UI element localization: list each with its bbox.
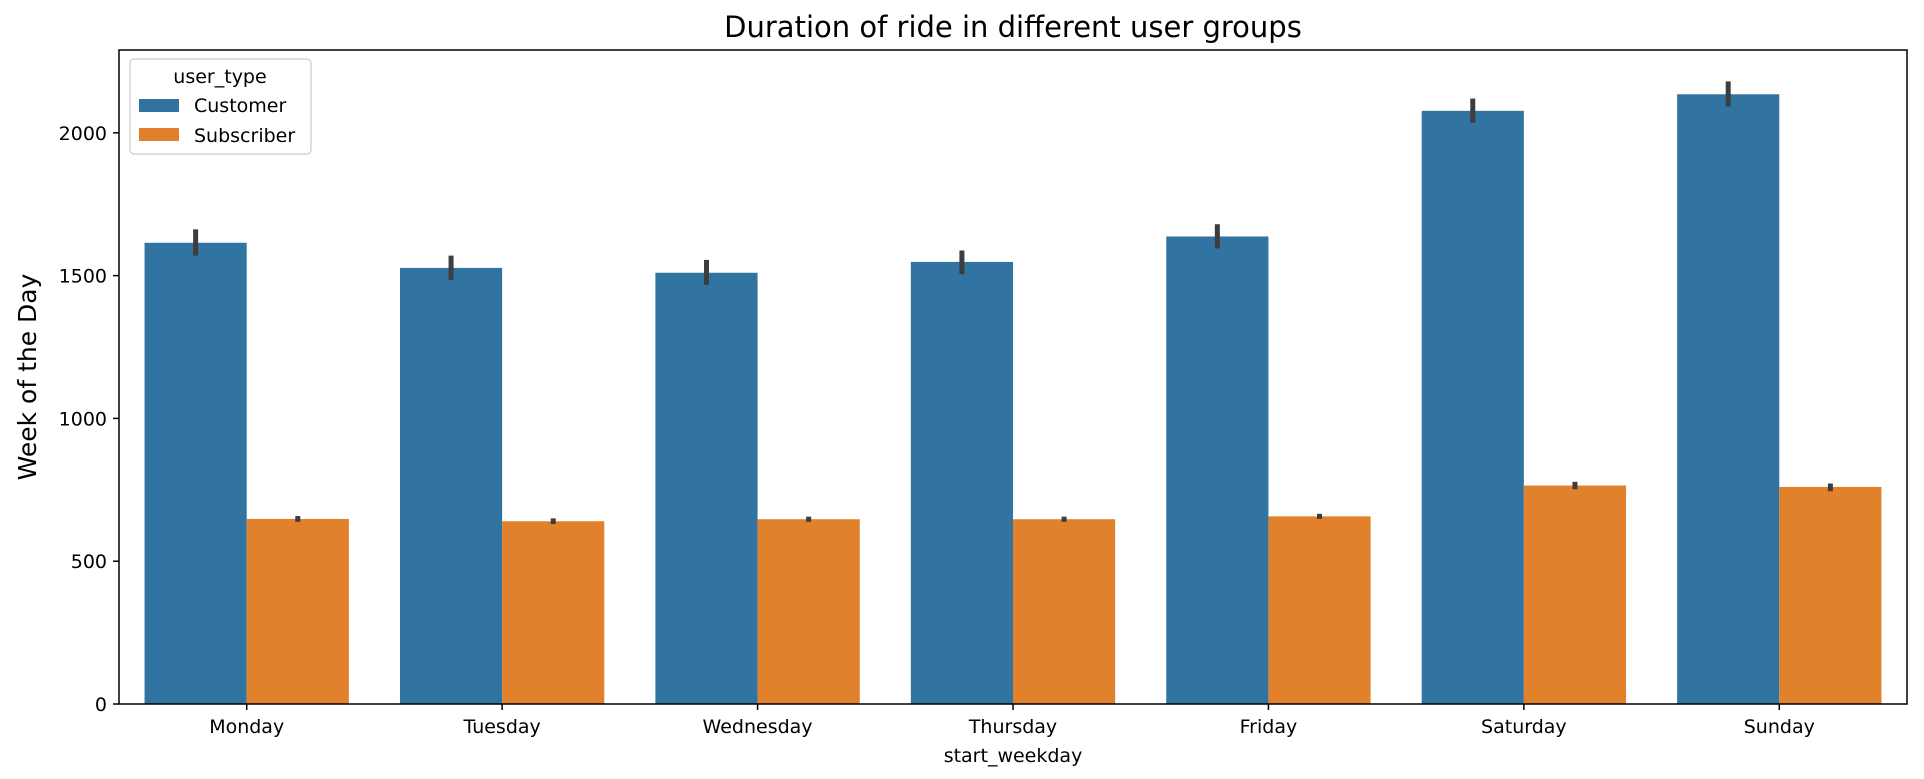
bar-customer-monday bbox=[144, 242, 247, 704]
chart-title: Duration of ride in different user group… bbox=[724, 10, 1302, 44]
x-axis: Monday Tuesday Wednesday Thursday Friday Satu… bbox=[209, 704, 1815, 738]
x-tick-label: Sunday bbox=[1744, 716, 1815, 738]
legend-swatch-subscriber bbox=[139, 128, 179, 141]
y-axis-label: Week of the Day bbox=[13, 273, 42, 480]
y-tick-label: 1500 bbox=[59, 266, 107, 288]
x-tick-label: Thursday bbox=[968, 716, 1057, 738]
y-tick-label: 500 bbox=[71, 551, 107, 573]
bar-subscriber-tuesday bbox=[502, 521, 605, 704]
x-tick-label: Tuesday bbox=[462, 716, 540, 738]
x-axis-label: start_weekday bbox=[944, 745, 1083, 767]
legend-title: user_type bbox=[173, 66, 266, 88]
legend-label-customer: Customer bbox=[194, 95, 286, 117]
bar-customer-tuesday bbox=[399, 267, 503, 704]
bar-customer-saturday bbox=[1421, 110, 1524, 704]
bar-subscriber-monday bbox=[246, 518, 349, 704]
legend-label-subscriber: Subscriber bbox=[194, 125, 295, 147]
legend: user_type Customer Subscriber bbox=[129, 58, 312, 155]
bar-subscriber-sunday bbox=[1779, 486, 1882, 704]
bars-group bbox=[144, 94, 1882, 705]
error-bars-group bbox=[193, 81, 1833, 525]
bar-customer-wednesday bbox=[655, 272, 758, 704]
bar-customer-sunday bbox=[1677, 94, 1780, 704]
y-tick-label: 2000 bbox=[59, 123, 107, 145]
bar-customer-friday bbox=[1166, 236, 1269, 705]
x-tick-label: Friday bbox=[1240, 716, 1298, 738]
bar-subscriber-friday bbox=[1268, 516, 1371, 704]
y-tick-label: 0 bbox=[95, 694, 107, 716]
x-tick-label: Wednesday bbox=[703, 716, 813, 738]
legend-swatch-customer bbox=[139, 99, 179, 112]
y-axis: 0 500 1000 1500 2000 bbox=[59, 123, 119, 716]
x-tick-label: Saturday bbox=[1481, 716, 1567, 738]
x-tick-label: Monday bbox=[209, 716, 284, 738]
y-tick-label: 1000 bbox=[59, 408, 107, 430]
bar-subscriber-saturday bbox=[1523, 485, 1627, 704]
bar-subscriber-wednesday bbox=[757, 519, 860, 704]
bar-subscriber-thursday bbox=[1013, 519, 1116, 704]
bar-customer-thursday bbox=[910, 261, 1013, 704]
